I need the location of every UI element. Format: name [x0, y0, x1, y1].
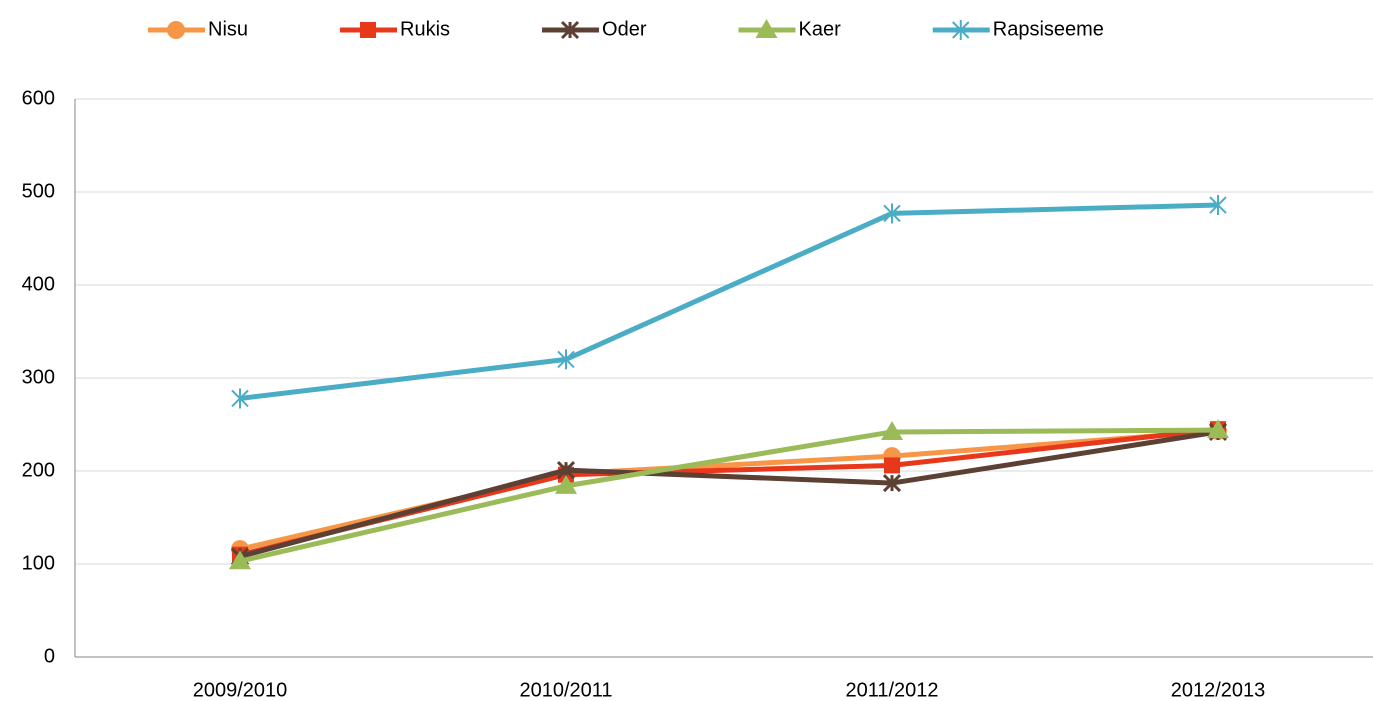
marker — [360, 22, 377, 38]
series — [232, 421, 1226, 563]
series — [231, 195, 1227, 409]
marker — [167, 21, 185, 39]
y-tick-label: 600 — [22, 87, 55, 109]
marker — [1207, 419, 1229, 439]
marker — [229, 550, 251, 570]
line — [239, 429, 1219, 559]
y-tick-label: 500 — [22, 180, 55, 202]
line — [239, 202, 1219, 401]
marker — [755, 19, 778, 38]
series — [229, 419, 1229, 570]
y-tick-label: 200 — [22, 459, 55, 481]
marker — [952, 20, 970, 40]
marker — [883, 203, 901, 224]
marker — [1209, 195, 1227, 216]
y-tick-label: 0 — [44, 645, 55, 667]
legend-label: Nisu — [208, 18, 248, 40]
x-tick-label: 2010/2011 — [519, 679, 612, 701]
marker — [560, 20, 580, 40]
x-tick-label: 2009/2010 — [193, 679, 288, 701]
y-tick-label: 300 — [22, 366, 55, 388]
line — [239, 426, 1219, 558]
x-tick-label: 2011/2012 — [845, 679, 938, 701]
marker — [557, 349, 575, 370]
y-tick-label: 400 — [22, 273, 55, 295]
marker — [555, 474, 577, 494]
x-tick-label: 2012/2013 — [1171, 679, 1266, 701]
y-tick-label: 100 — [22, 552, 55, 574]
legend-label: Kaer — [799, 18, 842, 40]
marker — [884, 457, 900, 474]
marker — [882, 474, 902, 493]
line — [239, 428, 1219, 552]
marker — [231, 388, 249, 409]
legend-label: Rapsiseeme — [993, 18, 1104, 40]
marker — [881, 420, 903, 440]
legend-label: Oder — [602, 18, 647, 40]
line — [239, 427, 1219, 564]
legend-label: Rukis — [400, 18, 450, 40]
